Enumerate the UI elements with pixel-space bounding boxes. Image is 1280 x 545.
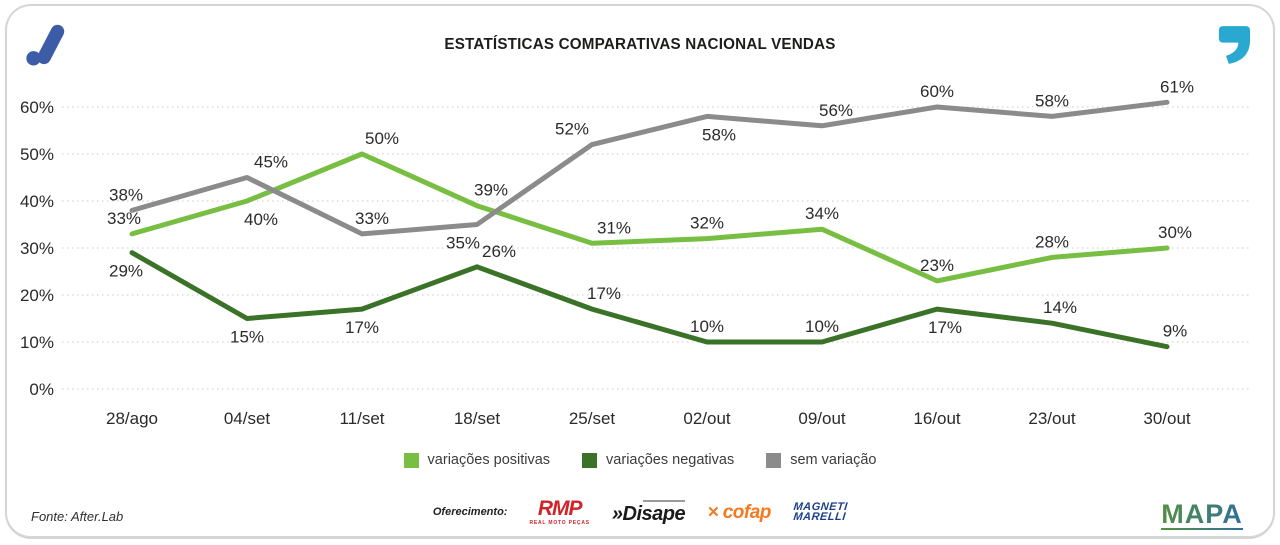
- disape-logo-prefix: »: [611, 503, 623, 525]
- svg-text:14%: 14%: [1043, 298, 1077, 317]
- svg-text:23%: 23%: [920, 256, 954, 275]
- svg-text:58%: 58%: [1035, 91, 1069, 110]
- svg-text:38%: 38%: [109, 185, 143, 204]
- svg-text:04/set: 04/set: [224, 409, 271, 428]
- disape-tagline-bar: [643, 500, 686, 502]
- svg-text:56%: 56%: [819, 101, 853, 120]
- slide-card: ESTATÍSTICAS COMPARATIVAS NACIONAL VENDA…: [5, 4, 1275, 539]
- legend-label-sem-variacao: sem variação: [790, 452, 877, 468]
- svg-text:60%: 60%: [20, 98, 54, 117]
- svg-text:39%: 39%: [474, 181, 508, 200]
- cofap-logo: ✕ cofap: [707, 503, 771, 522]
- svg-text:17%: 17%: [928, 318, 962, 337]
- svg-text:9%: 9%: [1163, 322, 1188, 341]
- svg-text:60%: 60%: [920, 82, 954, 101]
- svg-text:10%: 10%: [805, 317, 839, 336]
- line-chart: 0% 10% 20% 30% 40% 50% 60% 28/ago 04/set 11/set 18…: [20, 77, 1252, 428]
- svg-text:18/set: 18/set: [454, 409, 501, 428]
- svg-text:29%: 29%: [109, 262, 143, 281]
- offering-label: Oferecimento:: [432, 506, 508, 518]
- legend-item-sem-variacao: sem variação: [766, 452, 876, 468]
- svg-text:23/out: 23/out: [1028, 409, 1076, 428]
- svg-text:17%: 17%: [587, 284, 621, 303]
- cofap-x-icon: ✕: [707, 503, 720, 521]
- svg-text:50%: 50%: [365, 129, 399, 148]
- afterlab-logo-icon: [23, 20, 69, 66]
- cofap-logo-text: cofap: [722, 501, 772, 523]
- svg-text:30%: 30%: [1158, 223, 1192, 242]
- svg-text:40%: 40%: [20, 192, 54, 211]
- svg-text:35%: 35%: [446, 234, 480, 253]
- svg-text:33%: 33%: [355, 209, 389, 228]
- svg-text:10%: 10%: [20, 333, 54, 352]
- rmp-logo-tagline: REAL MOTO PEÇAS: [529, 520, 590, 526]
- rmp-logo: RMP REAL MOTO PEÇAS: [529, 498, 589, 526]
- svg-text:33%: 33%: [107, 209, 141, 228]
- mapa-tagline-bar: [1161, 528, 1243, 530]
- page-title: ESTATÍSTICAS COMPARATIVAS NACIONAL VENDA…: [444, 36, 836, 53]
- svg-text:50%: 50%: [20, 145, 54, 164]
- svg-text:11/set: 11/set: [339, 409, 384, 428]
- svg-text:09/out: 09/out: [798, 409, 846, 428]
- svg-text:61%: 61%: [1160, 77, 1194, 96]
- legend-label-positivas: variações positivas: [427, 452, 551, 468]
- svg-text:0%: 0%: [29, 380, 54, 399]
- svg-text:20%: 20%: [20, 286, 54, 305]
- svg-text:31%: 31%: [597, 218, 631, 237]
- svg-text:40%: 40%: [244, 210, 278, 229]
- sponsors-row: Oferecimento: RMP REAL MOTO PEÇAS »Disap…: [7, 498, 1273, 526]
- disape-logo-text: Disape: [622, 503, 686, 525]
- svg-text:17%: 17%: [345, 318, 379, 337]
- svg-text:30/out: 30/out: [1143, 409, 1191, 428]
- svg-text:52%: 52%: [555, 120, 589, 139]
- legend-item-negativas: variações negativas: [582, 452, 734, 468]
- mapa-logo: MAPA: [1161, 501, 1243, 530]
- svg-text:30%: 30%: [20, 239, 54, 258]
- svg-text:02/out: 02/out: [683, 409, 731, 428]
- quote-mark-icon: [1217, 26, 1251, 64]
- chart-legend: variações positivas variações negativas …: [7, 452, 1273, 468]
- legend-label-negativas: variações negativas: [606, 452, 735, 468]
- svg-text:45%: 45%: [254, 153, 288, 172]
- legend-swatch-sem-variacao: [766, 452, 782, 468]
- svg-text:10%: 10%: [690, 317, 724, 336]
- disape-logo: »Disape: [611, 500, 686, 525]
- magneti-marelli-logo: MAGNETI MARELLI: [792, 501, 849, 523]
- svg-text:26%: 26%: [482, 242, 516, 261]
- legend-swatch-positivas: [403, 452, 419, 468]
- svg-text:28/ago: 28/ago: [106, 409, 158, 428]
- svg-text:34%: 34%: [805, 204, 839, 223]
- svg-text:58%: 58%: [702, 125, 736, 144]
- svg-text:28%: 28%: [1035, 232, 1069, 251]
- svg-text:15%: 15%: [230, 328, 264, 347]
- svg-text:16/out: 16/out: [913, 409, 961, 428]
- source-note: Fonte: After.Lab: [31, 509, 124, 524]
- svg-text:32%: 32%: [690, 214, 724, 233]
- rmp-logo-text: RMP: [537, 497, 583, 520]
- mapa-logo-text: MAPA: [1161, 499, 1243, 529]
- legend-item-positivas: variações positivas: [403, 452, 551, 468]
- svg-text:25/set: 25/set: [569, 409, 616, 428]
- magneti-line2: MARELLI: [792, 510, 847, 522]
- legend-swatch-negativas: [582, 452, 598, 468]
